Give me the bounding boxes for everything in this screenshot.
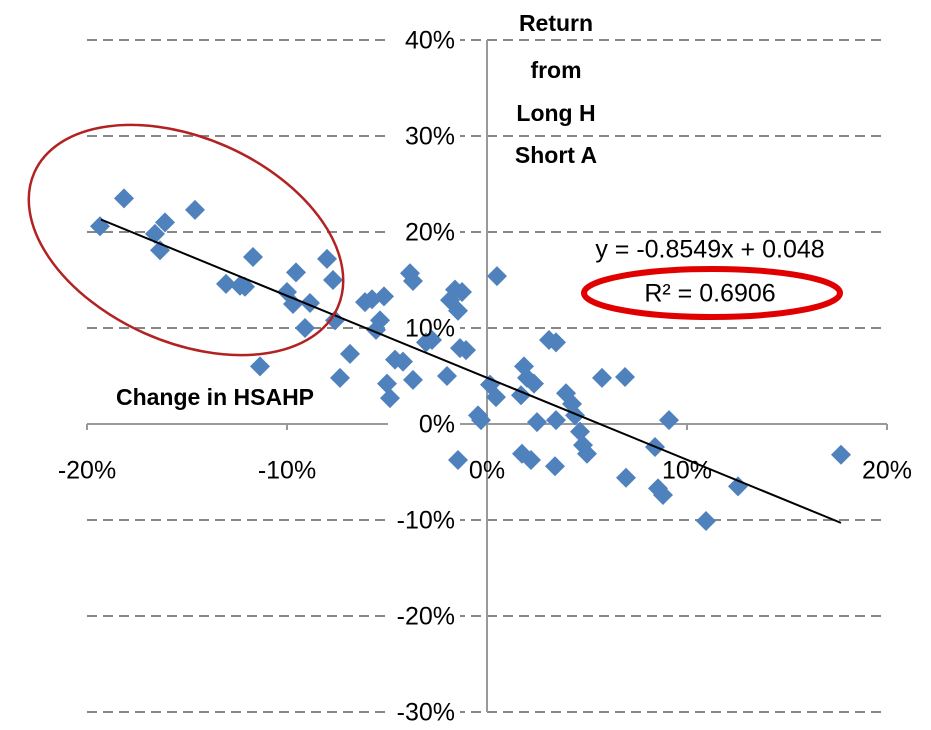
scatter-point <box>570 421 590 442</box>
scatter-point <box>286 262 306 283</box>
highlight-ellipse <box>581 266 843 320</box>
scatter-point <box>295 318 315 338</box>
scatter-point <box>448 450 468 470</box>
scatter-point <box>728 476 748 497</box>
y-tick-label: -30% <box>397 699 455 727</box>
scatter-point <box>377 373 397 394</box>
trendline <box>100 218 842 524</box>
scatter-point <box>317 248 337 269</box>
scatter-point <box>393 351 413 372</box>
y-tick-label: 30% <box>405 123 455 151</box>
scatter-point <box>216 273 236 294</box>
highlight-ellipse <box>27 123 345 357</box>
scatter-point <box>155 212 175 233</box>
scatter-point <box>486 387 506 408</box>
scatter-point <box>235 276 255 297</box>
scatter-point <box>577 443 597 464</box>
scatter-point <box>114 188 134 209</box>
y-axis-label: Long H <box>516 100 595 126</box>
y-axis-label: Short A <box>515 142 597 168</box>
scatter-point <box>448 300 468 321</box>
scatter-point <box>374 286 394 307</box>
scatter-point <box>90 216 110 237</box>
scatter-point <box>437 366 457 386</box>
x-tick-label: 0% <box>469 457 505 485</box>
y-tick-label: 0% <box>419 411 455 439</box>
scatter-point <box>831 444 851 465</box>
scatter-point <box>653 485 673 506</box>
scatter-point <box>487 266 507 287</box>
scatter-point <box>565 405 585 426</box>
scatter-point <box>185 199 205 220</box>
scatter-point <box>615 366 635 387</box>
scatter-point <box>250 356 270 377</box>
scatter-point <box>283 294 303 314</box>
scatter-point <box>422 330 442 350</box>
scatter-point <box>592 367 612 388</box>
x-tick-label: -20% <box>58 457 116 485</box>
scatter-point <box>471 410 491 431</box>
y-axis-label: Return <box>519 10 593 36</box>
y-tick-label: -10% <box>397 507 455 535</box>
grid-layer <box>86 39 888 713</box>
scatter-point <box>325 310 345 331</box>
y-tick-label: 10% <box>405 315 455 343</box>
x-tick-label: -10% <box>258 457 316 485</box>
scatter-point <box>696 510 716 531</box>
scatter-point <box>524 373 544 394</box>
scatter-point <box>659 410 679 431</box>
trend-equation: y = -0.8549x + 0.048 <box>595 236 824 264</box>
y-axis-label: from <box>530 57 581 83</box>
scatter-point <box>330 367 350 388</box>
scatter-point <box>546 332 566 353</box>
scatter-point <box>370 310 390 331</box>
scatter-point <box>323 270 343 290</box>
scatter-point <box>616 467 636 488</box>
scatter-point <box>403 270 423 291</box>
y-tick-label: -20% <box>397 603 455 631</box>
scatter-point <box>243 246 263 267</box>
r-squared: R² = 0.6906 <box>644 280 775 308</box>
scatter-point <box>456 340 476 361</box>
scatter-point <box>545 456 565 477</box>
scatter-point <box>521 450 541 470</box>
x-axis-label: Change in HSAHP <box>116 384 314 410</box>
scatter-point <box>340 343 360 364</box>
scatter-point <box>546 410 566 431</box>
y-tick-label: 20% <box>405 219 455 247</box>
scatter-point <box>452 282 472 302</box>
y-tick-label: 40% <box>405 27 455 55</box>
scatter-point <box>380 388 400 409</box>
x-tick-label: 20% <box>862 457 912 485</box>
scatter-point <box>527 412 547 433</box>
x-tick-label: 10% <box>662 457 712 485</box>
marks-layer <box>90 188 851 531</box>
scatter-point <box>403 369 423 390</box>
